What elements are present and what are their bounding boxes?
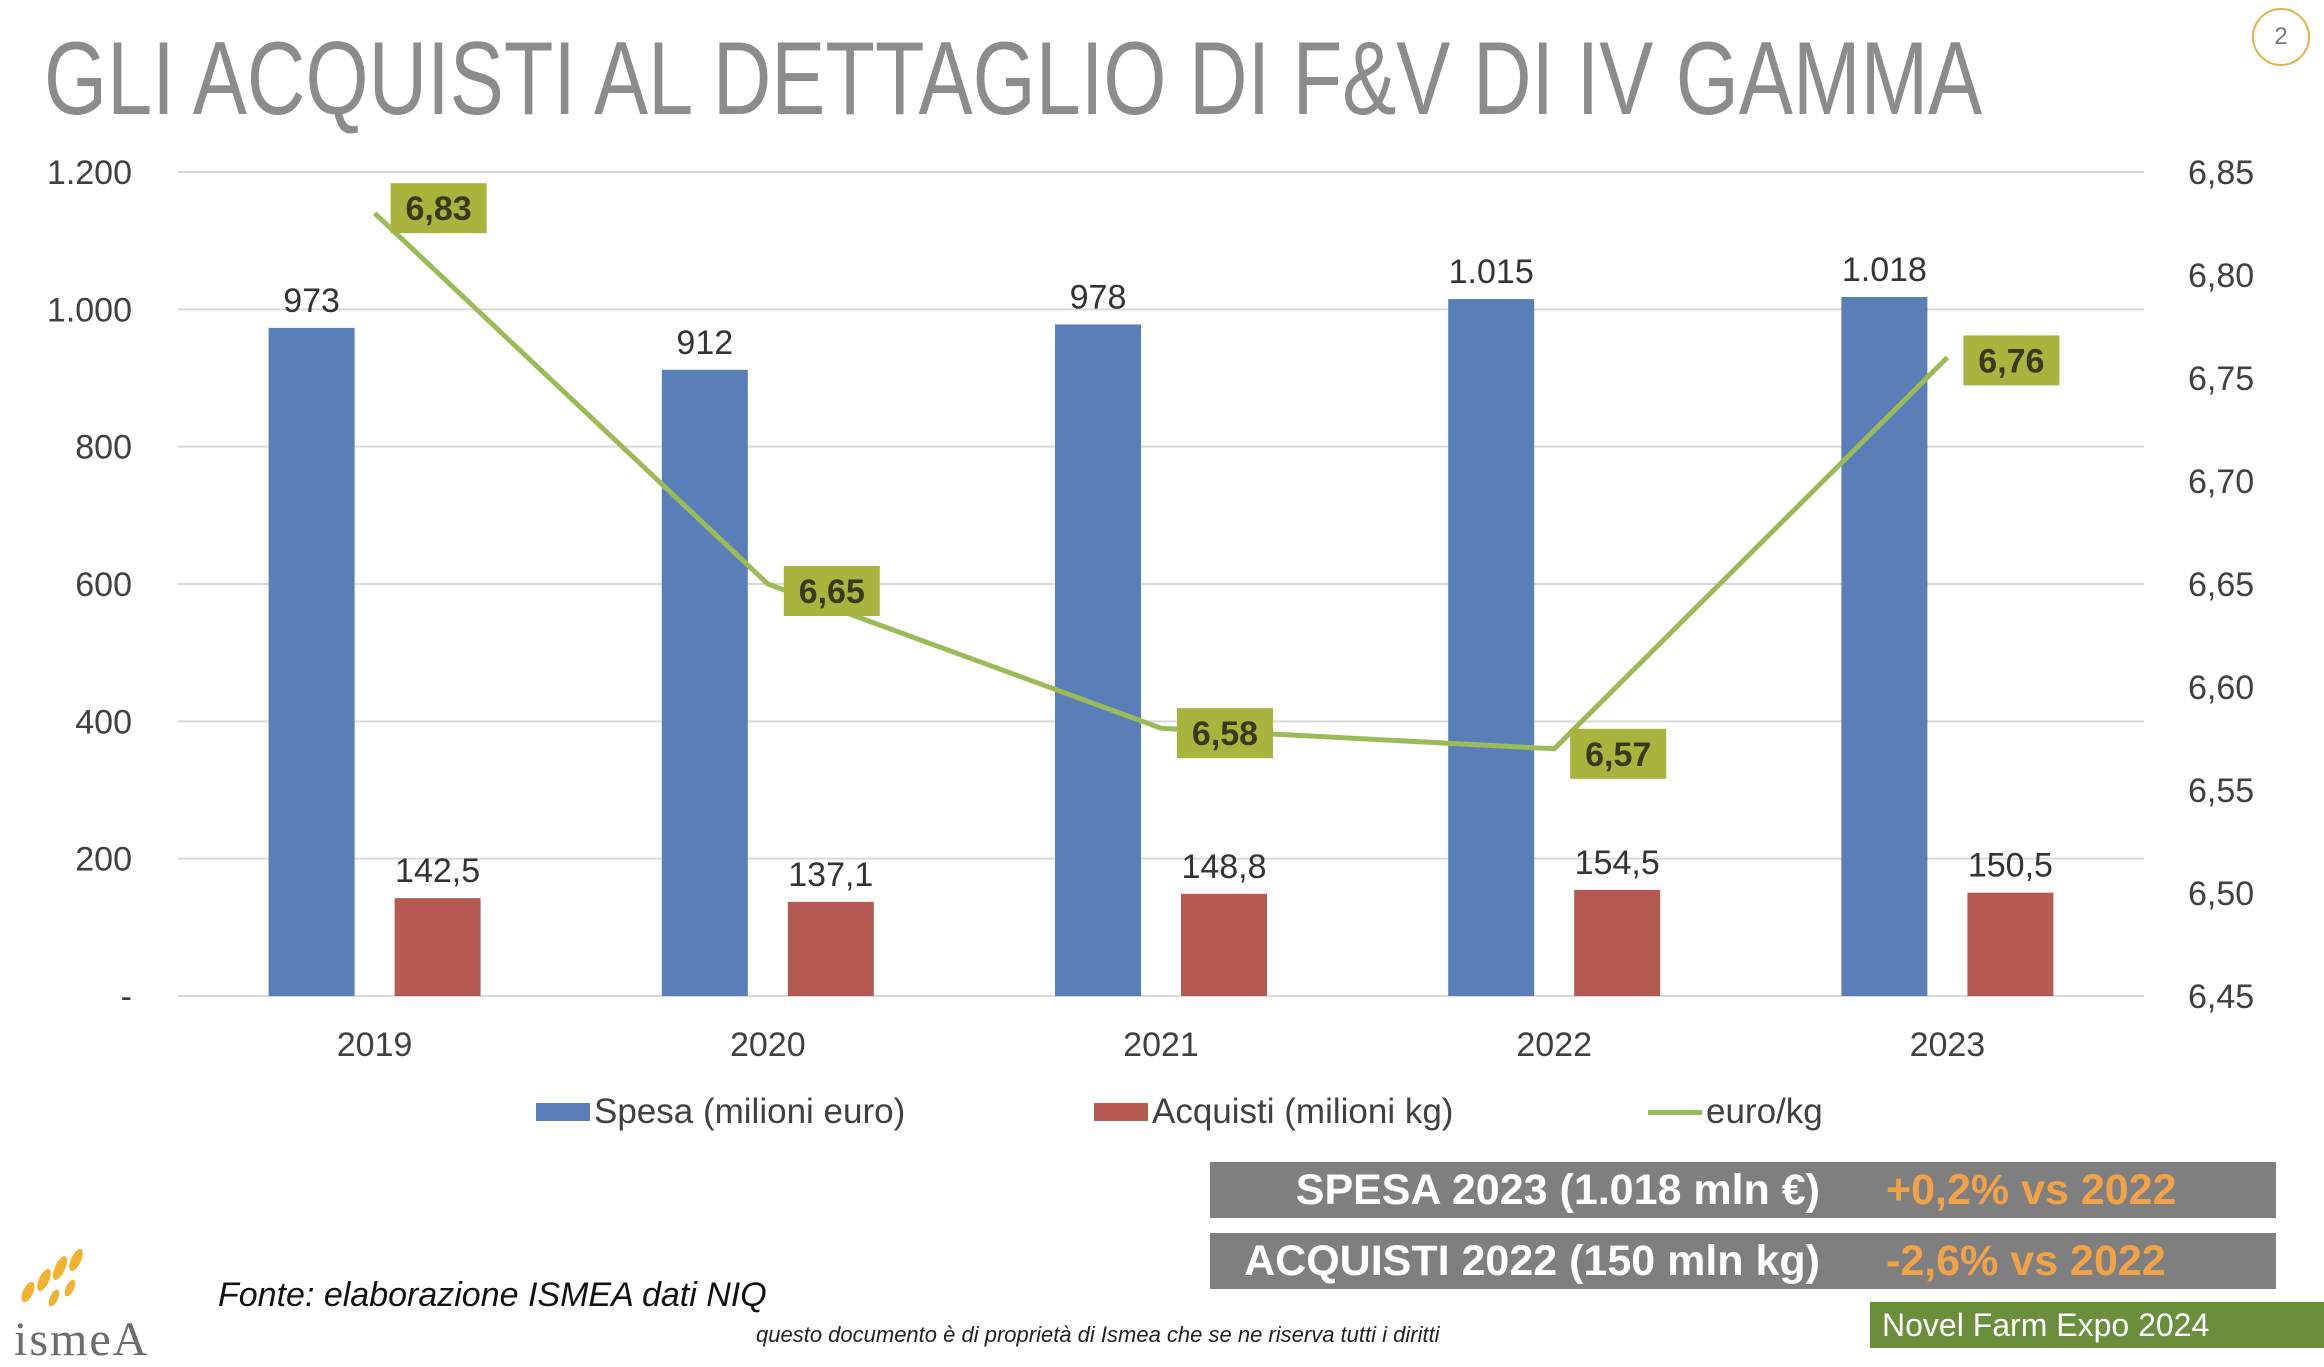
- y-right-tick-label: 6,50: [2188, 875, 2254, 913]
- bar-spesa: [1055, 324, 1141, 996]
- bar-label-spesa: 912: [676, 324, 733, 362]
- line-label-euro-kg: 6,83: [406, 190, 472, 228]
- bar-label-acquisti: 150,5: [1968, 847, 2053, 885]
- x-tick-label: 2023: [1910, 1026, 1986, 1064]
- y-left-tick-label: 800: [75, 429, 132, 467]
- y-right-tick-label: 6,45: [2188, 978, 2254, 1016]
- legend-label-acquisti: Acquisti (milioni kg): [1152, 1092, 1453, 1132]
- bar-label-spesa: 1.015: [1449, 253, 1534, 291]
- logo-text: ismeA: [14, 1312, 149, 1367]
- legend-spesa: Spesa (milioni euro): [536, 1090, 905, 1134]
- y-right-tick-label: 6,80: [2188, 257, 2254, 295]
- bar-spesa: [1448, 299, 1534, 996]
- y-left-tick-label: 400: [75, 703, 132, 741]
- stat-label-spesa: SPESA 2023 (1.018 mln €): [1296, 1166, 1820, 1215]
- bar-spesa: [1841, 297, 1927, 996]
- x-tick-label: 2020: [730, 1026, 806, 1064]
- y-left-tick-label: 600: [75, 566, 132, 604]
- bar-spesa: [662, 370, 748, 996]
- bar-acquisti: [1967, 893, 2053, 996]
- bar-label-acquisti: 137,1: [788, 856, 873, 894]
- y-left-tick-label: 1.200: [47, 154, 132, 192]
- bar-label-acquisti: 142,5: [395, 852, 480, 890]
- y-right-tick-label: 6,60: [2188, 669, 2254, 707]
- legend-euro-kg: euro/kg: [1648, 1090, 1823, 1134]
- line-euro-kg: [375, 213, 1948, 749]
- bar-spesa: [269, 328, 355, 996]
- bar-acquisti: [395, 898, 481, 996]
- ismea-logo: ismeA: [14, 1240, 214, 1364]
- footer-event: Novel Farm Expo 2024: [1870, 1302, 2324, 1348]
- stat-label-acquisti: ACQUISTI 2022 (150 mln kg): [1244, 1237, 1820, 1286]
- y-left-tick-label: -: [121, 978, 132, 1016]
- bar-acquisti: [788, 902, 874, 996]
- legend-acquisti: Acquisti (milioni kg): [1094, 1090, 1453, 1134]
- bar-label-spesa: 973: [283, 282, 340, 320]
- bar-label-acquisti: 154,5: [1575, 844, 1660, 882]
- bar-label-acquisti: 148,8: [1181, 848, 1266, 886]
- stat-change-acquisti: -2,6% vs 2022: [1886, 1237, 2166, 1286]
- copyright-note: questo documento è di proprietà di Ismea…: [756, 1322, 1440, 1348]
- source-note: Fonte: elaborazione ISMEA dati NIQ: [218, 1276, 767, 1315]
- x-tick-label: 2021: [1123, 1026, 1199, 1064]
- line-label-euro-kg: 6,76: [1978, 342, 2044, 380]
- logo-wheat-icon: [14, 1240, 104, 1310]
- bar-acquisti: [1181, 894, 1267, 996]
- bar-acquisti: [1574, 890, 1660, 996]
- stat-change-spesa: +0,2% vs 2022: [1886, 1166, 2177, 1215]
- line-label-euro-kg: 6,65: [799, 573, 865, 611]
- x-tick-label: 2022: [1516, 1026, 1592, 1064]
- stat-box-acquisti: ACQUISTI 2022 (150 mln kg) -2,6% vs 2022: [1210, 1233, 2276, 1289]
- legend-label-euro-kg: euro/kg: [1706, 1092, 1823, 1132]
- y-left-tick-label: 200: [75, 841, 132, 879]
- legend-line-euro-kg: [1648, 1110, 1702, 1115]
- y-right-tick-label: 6,70: [2188, 463, 2254, 501]
- legend-label-spesa: Spesa (milioni euro): [594, 1092, 905, 1132]
- legend-swatch-spesa: [536, 1103, 590, 1121]
- y-right-tick-label: 6,75: [2188, 360, 2254, 398]
- stat-box-spesa: SPESA 2023 (1.018 mln €) +0,2% vs 2022: [1210, 1162, 2276, 1218]
- x-tick-label: 2019: [337, 1026, 413, 1064]
- y-left-tick-label: 1.000: [47, 291, 132, 329]
- y-right-tick-label: 6,85: [2188, 154, 2254, 192]
- y-right-tick-label: 6,55: [2188, 772, 2254, 810]
- line-label-euro-kg: 6,58: [1192, 715, 1258, 753]
- line-label-euro-kg: 6,57: [1585, 736, 1651, 774]
- legend-swatch-acquisti: [1094, 1103, 1148, 1121]
- y-right-tick-label: 6,65: [2188, 566, 2254, 604]
- bar-label-spesa: 978: [1070, 278, 1127, 316]
- bar-label-spesa: 1.018: [1842, 251, 1927, 289]
